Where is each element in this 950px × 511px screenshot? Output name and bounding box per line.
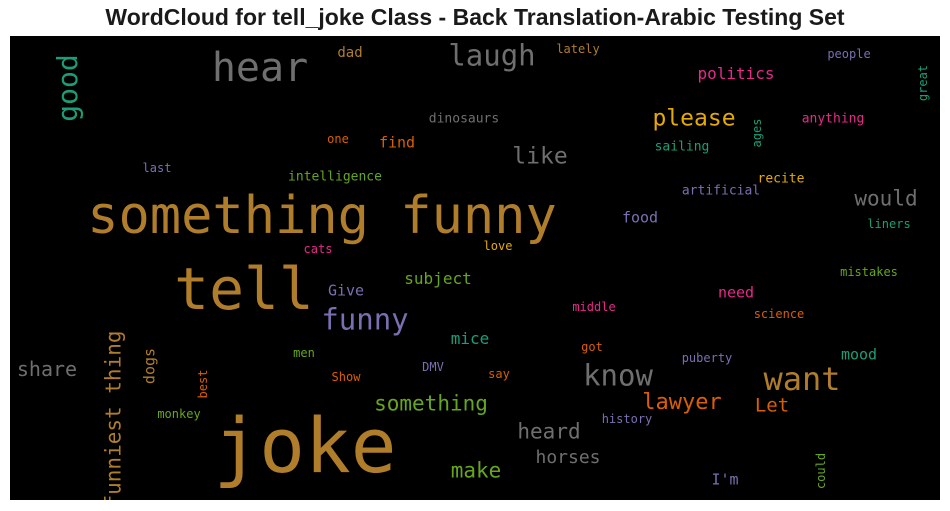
word-i-m: I'm [711, 470, 739, 489]
word-people: people [827, 47, 871, 61]
word-sailing: sailing [654, 139, 710, 155]
word-make: make [450, 458, 502, 483]
word-recite: recite [757, 171, 805, 187]
word-share: share [16, 357, 78, 381]
word-say: say [488, 367, 510, 381]
word-want: want [763, 360, 841, 398]
word-joke: joke [213, 401, 397, 490]
word-mice: mice [450, 329, 490, 348]
word-horses: horses [535, 447, 601, 468]
word-show: Show [331, 370, 361, 384]
word-let: Let [754, 394, 790, 417]
word-middle: middle [572, 300, 616, 314]
word-best: best [196, 369, 210, 399]
word-could: could [814, 452, 828, 490]
word-liners: liners [867, 217, 911, 231]
word-please: please [652, 105, 736, 132]
word-dad: dad [337, 45, 363, 61]
word-something-funny: something funny [87, 186, 557, 246]
word-artificial: artificial [681, 183, 761, 199]
word-need: need [717, 283, 755, 302]
wordcloud-canvas: something funny joke tell hear laugh good funn… [10, 36, 940, 500]
word-politics: politics [697, 64, 775, 83]
word-mistakes: mistakes [840, 265, 898, 279]
word-give: Give [327, 281, 365, 300]
word-subject: subject [404, 269, 472, 288]
word-love: love [483, 239, 513, 253]
word-know: know [583, 358, 653, 393]
word-hear: hear [211, 45, 309, 91]
word-dinosaurs: dinosaurs [428, 111, 500, 127]
word-heard: heard [517, 419, 581, 444]
word-lawyer: lawyer [642, 390, 722, 415]
word-anything: anything [801, 111, 865, 127]
word-dmv: DMV [422, 360, 444, 374]
word-lately: lately [556, 42, 600, 56]
word-history: history [601, 412, 653, 426]
word-something: something [374, 391, 488, 416]
word-good: good [51, 54, 84, 122]
word-science: science [753, 307, 805, 321]
word-would: would [854, 186, 918, 211]
word-funny: funny [321, 302, 409, 337]
word-intelligence: intelligence [288, 169, 382, 185]
word-find: find [378, 133, 416, 152]
word-puberty: puberty [681, 351, 733, 365]
word-men: men [293, 346, 315, 360]
word-laugh: laugh [448, 38, 536, 73]
word-tell: tell [174, 255, 314, 323]
word-monkey: monkey [157, 407, 201, 421]
chart-title: WordCloud for tell_joke Class - Back Tra… [105, 4, 845, 30]
word-last: last [142, 161, 172, 175]
word-one: one [327, 132, 349, 146]
word-mood: mood [840, 345, 878, 364]
word-ages: ages [750, 118, 764, 148]
word-dogs: dogs [140, 347, 159, 385]
word-funniest-thing: funniest thing [101, 330, 126, 500]
word-cats: cats [303, 242, 333, 256]
word-great: great [916, 64, 930, 102]
word-like: like [512, 143, 568, 170]
word-got: got [581, 340, 603, 354]
word-food: food [621, 208, 659, 227]
